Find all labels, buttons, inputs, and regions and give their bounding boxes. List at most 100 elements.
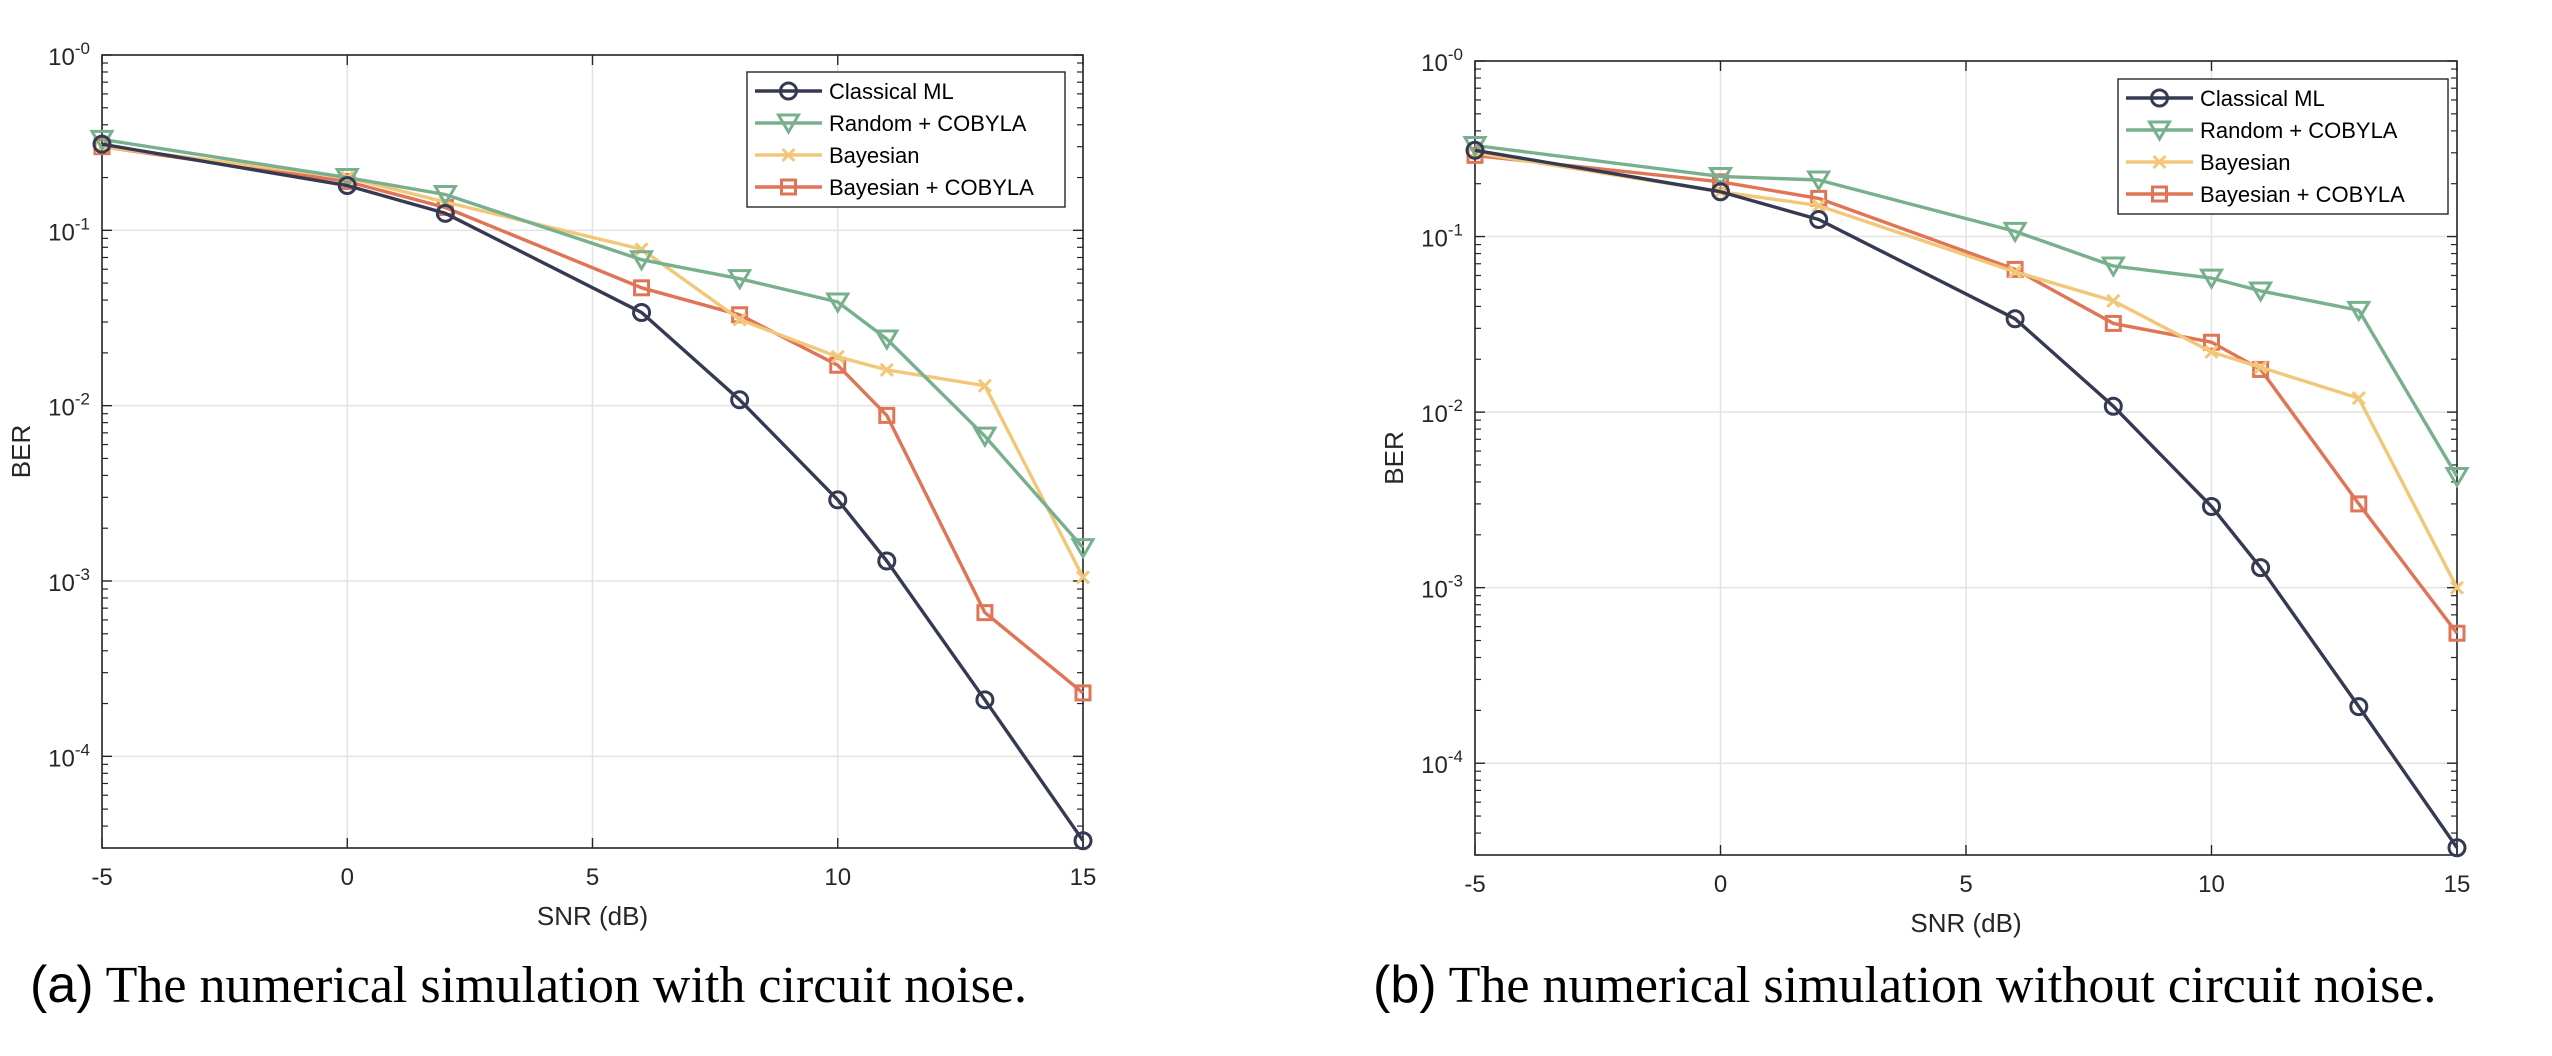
chart-a-legend-box — [746, 71, 1066, 208]
chart-a-point — [874, 329, 900, 351]
chart-a-y-tick-label: 10-4 — [48, 740, 90, 772]
chart-b-point — [2203, 333, 2220, 351]
caption-b-text: The numerical simulation without circuit… — [1436, 957, 2437, 1014]
chart-b-point — [2351, 391, 2366, 406]
chart-a-point — [975, 690, 995, 710]
chart-b-y-tick-label: 10-3 — [1421, 572, 1463, 604]
chart-a-point — [828, 490, 848, 510]
chart-a-y-tick-label: 10-0 — [48, 39, 90, 71]
chart-a-series-0 — [92, 134, 1093, 851]
chart-a-x-tick-label: 0 — [341, 864, 354, 891]
chart-a-point — [1073, 831, 1093, 851]
chart-a-point — [977, 378, 992, 393]
chart-b-legend-marker-3 — [2151, 185, 2168, 203]
caption-b-tag: (b) — [1373, 956, 1437, 1014]
chart-b-point — [1707, 166, 1734, 189]
chart-b-legend-label-0: Classical ML — [2200, 86, 2325, 111]
chart-a-point — [732, 312, 747, 327]
chart-a-y-tick-label: 10-2 — [48, 390, 90, 422]
chart-b-point — [2251, 558, 2271, 578]
chart-b-series-0 — [1465, 140, 2467, 858]
chart-a-point — [730, 390, 750, 410]
chart-b-series-line-3 — [1474, 153, 2459, 635]
chart-a-legend-label-2: Bayesian — [829, 143, 920, 168]
chart-b-point — [2448, 624, 2466, 642]
chart-a-x-tick-label: -5 — [91, 864, 112, 891]
chart-b-x-tick-label: 5 — [1959, 871, 1972, 898]
chart-a-legend-marker-3 — [780, 178, 797, 196]
chart-b-point — [2008, 264, 2023, 279]
chart-a-point — [879, 362, 894, 377]
chart-a-point — [877, 551, 897, 571]
chart-a-point — [92, 134, 112, 154]
chart-b-point — [2253, 360, 2268, 375]
chart-a-point — [727, 269, 753, 291]
chart-b-point — [2444, 466, 2470, 489]
chart-b-legend-marker-1 — [2146, 120, 2173, 142]
chart-a-point — [634, 242, 649, 257]
chart-a-y-axis-label: BER — [6, 425, 36, 478]
chart-b-legend-label-2: Bayesian — [2200, 150, 2291, 175]
chart-a-legend-marker-0 — [779, 81, 798, 101]
chart-b-point — [2349, 697, 2369, 717]
chart-a-legend: Classical ML Random + COBYLA Bayesian Bayes… — [746, 71, 1066, 208]
chart-a-legend-marker-1 — [775, 113, 802, 135]
chart-a-point — [830, 349, 845, 364]
chart-a-point — [878, 406, 896, 424]
chart-a-point — [432, 185, 458, 207]
chart-b-x-tick-label: 10 — [2198, 871, 2225, 898]
chart-a-point — [628, 250, 655, 272]
chart-b-point — [2449, 580, 2465, 595]
chart-a-point — [337, 176, 357, 196]
chart-b-x-tick-label: -5 — [1464, 871, 1485, 898]
chart-b-series-2 — [1467, 145, 2465, 595]
chart-b-point — [2247, 281, 2274, 303]
chart-b-point — [2198, 268, 2225, 291]
chart-b-point — [2100, 256, 2126, 278]
chart-b-series-line-1 — [1474, 143, 2459, 478]
chart-a-series-2 — [94, 139, 1091, 585]
chart-b-legend-label-1: Random + COBYLA — [2200, 118, 2398, 143]
chart-a-point — [435, 203, 455, 223]
chart-b-point — [2204, 344, 2219, 360]
chart-b-x-axis-label: SNR (dB) — [1910, 908, 2021, 938]
chart-b-y-axis-label: BER — [1379, 431, 1409, 484]
chart-a-point — [825, 292, 851, 314]
chart-a-x-tick-label: 15 — [1070, 864, 1097, 891]
chart-b-x-tick-label: 15 — [2444, 871, 2471, 898]
chart-b-legend-marker-0 — [2150, 88, 2169, 108]
chart-b-point — [2202, 496, 2221, 516]
chart-a-legend-label-1: Random + COBYLA — [829, 111, 1027, 136]
caption-a-tag: (a) — [30, 956, 94, 1014]
chart-a-point — [1074, 684, 1092, 702]
chart-b-point — [1806, 170, 1832, 192]
caption-b: (b) The numerical simulation without cir… — [1373, 955, 2436, 1015]
chart-b-point — [2350, 495, 2368, 513]
chart-b-point — [2346, 300, 2372, 323]
chart-b-series-3 — [1466, 146, 2466, 642]
chart-b-x-tick-label: 0 — [1714, 871, 1727, 898]
chart-a-series-line-3 — [101, 145, 1085, 695]
chart-a-x-tick-label: 10 — [824, 864, 851, 891]
chart-a: -5 0 5 10 15 10-0 10-1 10-2 10-3 10-4 SNR (dB) BER C… — [6, 39, 1096, 931]
chart-b-point — [2103, 396, 2123, 416]
chart-b-point — [1465, 140, 1485, 160]
chart-b-legend-marker-2 — [2152, 154, 2167, 170]
chart-a-point — [972, 426, 998, 449]
chart-b-point — [2447, 838, 2467, 858]
chart-b-series-line-0 — [1474, 148, 2459, 849]
chart-a-legend-label-0: Classical ML — [829, 79, 954, 104]
chart-b-point — [1809, 210, 1829, 230]
chart-a-point — [1075, 570, 1091, 585]
chart-a-point — [976, 604, 994, 622]
chart-b-y-tick-label: 10-1 — [1421, 221, 1463, 253]
chart-b-y-tick-label: 10-2 — [1421, 396, 1463, 428]
chart-a-y-tick-label: 10-3 — [48, 565, 90, 597]
chart-a-x-axis-label: SNR (dB) — [537, 901, 648, 931]
chart-b-point — [1811, 198, 1826, 213]
chart-a-point — [1070, 538, 1096, 560]
caption-a-text: The numerical simulation with circuit no… — [93, 957, 1027, 1014]
chart-a-series-line-1 — [101, 137, 1085, 549]
chart-b-y-tick-label: 10-0 — [1421, 45, 1463, 77]
